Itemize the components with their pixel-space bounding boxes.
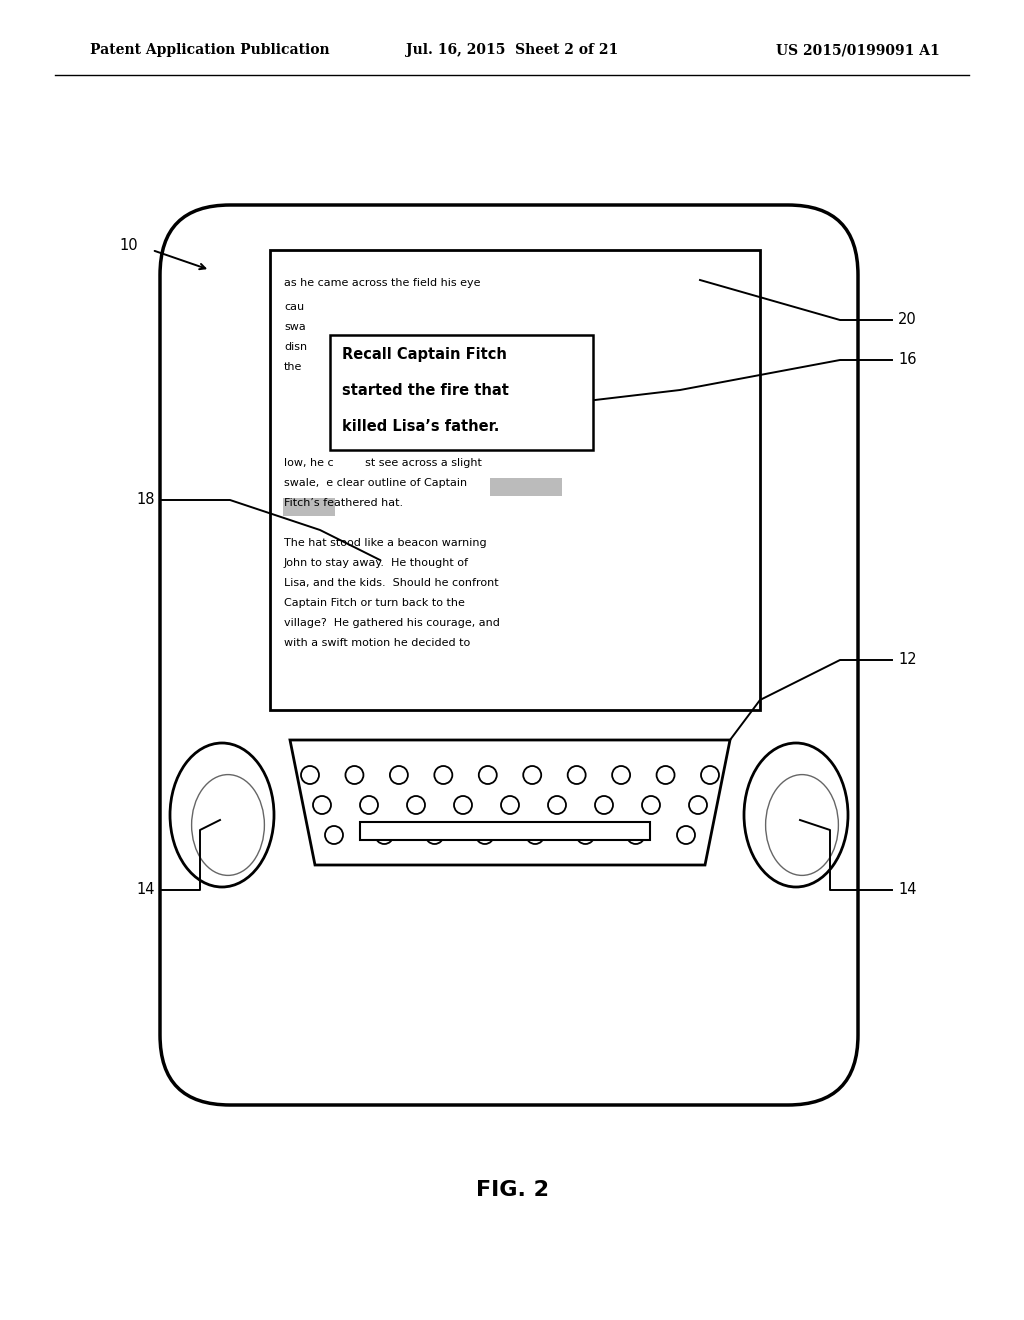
- Ellipse shape: [476, 826, 494, 843]
- Text: disn: disn: [284, 342, 307, 352]
- Text: swale,  e clear outline of Captain: swale, e clear outline of Captain: [284, 478, 467, 488]
- Bar: [360, 822, 650, 840]
- Text: 10: 10: [120, 238, 138, 252]
- Text: low, he c         st see across a slight: low, he c st see across a slight: [284, 458, 482, 469]
- Ellipse shape: [313, 796, 331, 814]
- Text: 12: 12: [898, 652, 916, 668]
- Text: Jul. 16, 2015  Sheet 2 of 21: Jul. 16, 2015 Sheet 2 of 21: [406, 44, 618, 57]
- Text: Fitch’s feathered hat.: Fitch’s feathered hat.: [284, 498, 403, 508]
- Ellipse shape: [301, 766, 319, 784]
- Ellipse shape: [407, 796, 425, 814]
- Text: as he came across the field his eye: as he came across the field his eye: [284, 279, 480, 288]
- Ellipse shape: [677, 826, 695, 843]
- Ellipse shape: [567, 766, 586, 784]
- Text: 20: 20: [898, 313, 916, 327]
- Ellipse shape: [627, 826, 645, 843]
- Ellipse shape: [642, 796, 660, 814]
- FancyBboxPatch shape: [160, 205, 858, 1105]
- Text: 16: 16: [898, 352, 916, 367]
- Text: village?  He gathered his courage, and: village? He gathered his courage, and: [284, 618, 500, 628]
- Text: with a swift motion he decided to: with a swift motion he decided to: [284, 638, 470, 648]
- Ellipse shape: [375, 826, 393, 843]
- Ellipse shape: [434, 766, 453, 784]
- Text: Lisa, and the kids.  Should he confront: Lisa, and the kids. Should he confront: [284, 578, 499, 587]
- Ellipse shape: [577, 826, 594, 843]
- Ellipse shape: [170, 743, 274, 887]
- Ellipse shape: [501, 796, 519, 814]
- Bar: [490, 478, 562, 496]
- Ellipse shape: [360, 796, 378, 814]
- Bar: [283, 498, 335, 516]
- Text: cau: cau: [284, 302, 304, 312]
- Ellipse shape: [426, 826, 443, 843]
- Ellipse shape: [689, 796, 707, 814]
- Text: Recall Captain Fitch: Recall Captain Fitch: [342, 347, 507, 362]
- Polygon shape: [290, 741, 730, 865]
- Ellipse shape: [656, 766, 675, 784]
- Text: John to stay away.  He thought of: John to stay away. He thought of: [284, 558, 469, 568]
- Text: Patent Application Publication: Patent Application Publication: [90, 44, 330, 57]
- Text: killed Lisa’s father.: killed Lisa’s father.: [342, 420, 500, 434]
- Ellipse shape: [345, 766, 364, 784]
- Text: 14: 14: [898, 883, 916, 898]
- Ellipse shape: [479, 766, 497, 784]
- Bar: [330, 335, 593, 450]
- Ellipse shape: [612, 766, 630, 784]
- Ellipse shape: [325, 826, 343, 843]
- Ellipse shape: [595, 796, 613, 814]
- Ellipse shape: [744, 743, 848, 887]
- Ellipse shape: [701, 766, 719, 784]
- Text: The hat stood like a beacon warning: The hat stood like a beacon warning: [284, 539, 486, 548]
- Text: swa: swa: [284, 322, 306, 333]
- Text: Captain Fitch or turn back to the: Captain Fitch or turn back to the: [284, 598, 465, 609]
- Ellipse shape: [390, 766, 408, 784]
- Ellipse shape: [526, 826, 544, 843]
- Ellipse shape: [548, 796, 566, 814]
- Ellipse shape: [523, 766, 542, 784]
- Text: FIG. 2: FIG. 2: [475, 1180, 549, 1200]
- Ellipse shape: [454, 796, 472, 814]
- Text: 18: 18: [136, 492, 155, 507]
- Text: 14: 14: [136, 883, 155, 898]
- Text: the: the: [284, 362, 302, 372]
- Bar: [270, 249, 760, 710]
- Text: US 2015/0199091 A1: US 2015/0199091 A1: [776, 44, 940, 57]
- Text: started the fire that: started the fire that: [342, 383, 509, 399]
